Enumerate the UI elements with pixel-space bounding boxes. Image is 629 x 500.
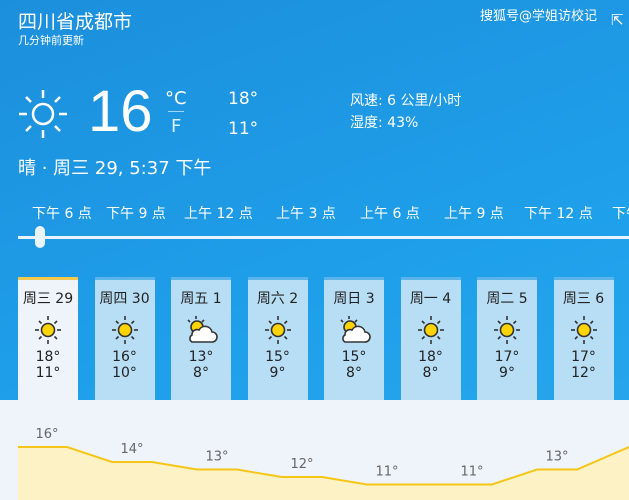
sun-icon [490, 314, 524, 346]
hour-label[interactable]: 上午 12 点 [184, 206, 253, 222]
city-title: 四川省成都市 [18, 11, 133, 33]
timeline-slider[interactable] [18, 236, 629, 239]
day-label: 周三 6 [562, 291, 605, 307]
day-high: 17° [571, 349, 596, 365]
hour-label[interactable]: 上午 9 点 [444, 206, 504, 222]
sun-icon [31, 314, 65, 346]
day-low: 11° [35, 365, 61, 381]
day-card[interactable]: 周五 1 13° 8° [171, 277, 231, 400]
day-high: 18° [418, 349, 443, 365]
temperature-label: 12° [290, 457, 313, 472]
temperature-label: 13° [205, 450, 228, 465]
day-high: 16° [112, 349, 137, 365]
hourly-temperature-chart: 16° 14° 13° 12° 11° 11° 13° [18, 427, 629, 500]
today-high: 18° [228, 89, 259, 109]
temperature-line [18, 446, 629, 486]
day-card[interactable]: 周二 5 17° 9° [477, 277, 537, 400]
day-low: 9° [499, 365, 515, 381]
day-low: 10° [112, 365, 137, 381]
day-label: 周六 2 [256, 291, 299, 307]
sun-icon [414, 314, 448, 346]
day-low: 8° [422, 365, 439, 381]
watermark: 搜狐号@学姐访校记 [480, 9, 598, 24]
day-card[interactable]: 周一 4 18° 8° [400, 277, 461, 400]
day-high: 15° [341, 349, 367, 365]
day-label: 周日 3 [333, 291, 375, 307]
partly-cloudy-icon [184, 314, 218, 346]
unit-fahrenheit[interactable]: F [171, 116, 182, 137]
current-temperature: 16 [88, 79, 153, 144]
sun-icon [567, 314, 601, 346]
day-label: 周三 29 [22, 291, 74, 307]
day-card[interactable]: 周六 2 15° 9° [247, 277, 308, 400]
temperature-area [18, 447, 629, 500]
share-icon[interactable]: ⇱ [611, 11, 624, 29]
humidity: 湿度: 43% [350, 115, 419, 131]
day-card[interactable]: 周日 3 15° 8° [324, 277, 384, 400]
day-high: 18° [35, 349, 61, 365]
sun-icon [261, 314, 295, 346]
day-low: 8° [193, 365, 209, 381]
hour-label[interactable]: 下午 9 点 [106, 206, 166, 222]
day-high: 13° [188, 349, 214, 365]
day-label: 周四 30 [99, 291, 150, 307]
hour-label[interactable]: 下午 12 点 [524, 206, 593, 222]
wind-speed: 风速: 6 公里/小时 [350, 93, 462, 109]
partly-cloudy-icon [337, 314, 371, 346]
temperature-label: 13° [545, 450, 568, 465]
day-label: 周一 4 [409, 291, 452, 307]
day-high: 15° [265, 349, 290, 365]
temperature-label: 14° [120, 442, 143, 457]
day-low: 8° [346, 365, 362, 381]
updated-time: 几分钟前更新 [18, 34, 84, 47]
day-low: 12° [571, 365, 596, 381]
temperature-label: 11° [375, 465, 398, 480]
day-label: 周五 1 [180, 291, 222, 307]
unit-celsius[interactable]: °C [165, 88, 187, 109]
hour-label[interactable]: 上午 6 点 [360, 206, 420, 222]
temperature-label: 11° [460, 465, 483, 480]
day-low: 9° [269, 365, 286, 381]
day-high: 17° [494, 349, 520, 365]
day-card[interactable]: 周三 29 18° 11° [18, 277, 78, 402]
day-card[interactable]: 周四 30 16° 10° [94, 277, 155, 400]
sun-icon [19, 90, 67, 138]
sun-icon [108, 314, 142, 346]
today-low: 11° [228, 119, 259, 139]
day-label: 周二 5 [486, 291, 528, 307]
condition-datetime: 晴 · 周三 29, 5:37 下午 [18, 158, 212, 179]
unit-divider [168, 111, 184, 112]
temperature-label: 16° [35, 427, 58, 442]
hour-label[interactable]: 下午 [612, 206, 629, 222]
hour-label[interactable]: 上午 3 点 [276, 206, 336, 222]
timeline-slider-thumb[interactable] [35, 226, 45, 248]
day-card[interactable]: 周三 6 17° 12° [553, 277, 614, 400]
hour-label[interactable]: 下午 6 点 [32, 206, 92, 222]
